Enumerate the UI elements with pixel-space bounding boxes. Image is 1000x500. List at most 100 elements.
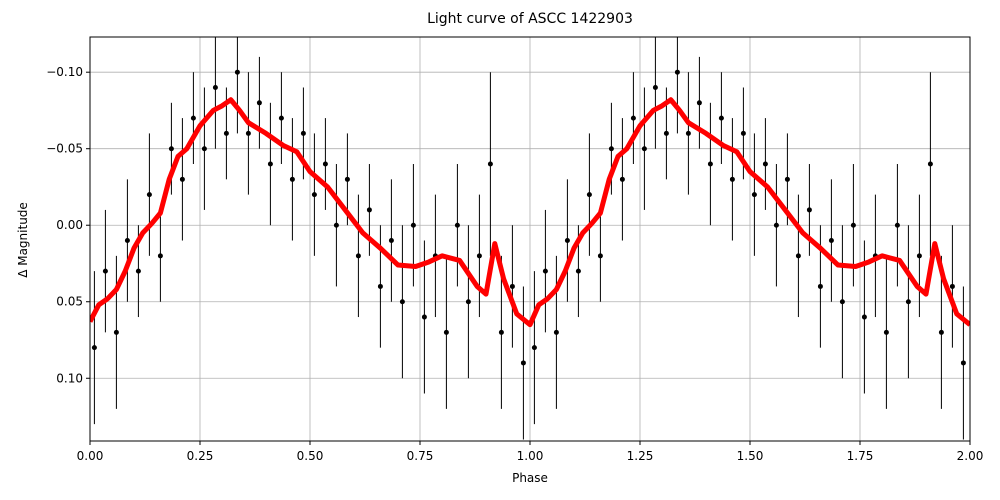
data-point bbox=[564, 238, 570, 244]
data-point bbox=[542, 268, 548, 274]
data-point bbox=[157, 253, 163, 259]
data-point bbox=[113, 329, 119, 335]
data-point bbox=[828, 238, 834, 244]
data-point bbox=[421, 314, 427, 320]
x-tick-label: 1.00 bbox=[517, 449, 544, 463]
data-point bbox=[300, 130, 306, 136]
data-point bbox=[245, 130, 251, 136]
smoothed-curve bbox=[90, 97, 970, 328]
data-point bbox=[751, 192, 757, 198]
data-point bbox=[949, 283, 955, 289]
data-point bbox=[377, 283, 383, 289]
data-point bbox=[256, 100, 262, 106]
data-point bbox=[674, 69, 680, 75]
y-tick-label: 0.00 bbox=[56, 218, 83, 232]
data-point bbox=[630, 115, 636, 121]
data-point bbox=[410, 222, 416, 228]
data-point bbox=[685, 130, 691, 136]
data-point bbox=[267, 161, 273, 167]
data-point bbox=[663, 130, 669, 136]
data-point bbox=[289, 176, 295, 182]
data-point bbox=[311, 192, 317, 198]
data-point bbox=[234, 69, 240, 75]
data-point bbox=[916, 253, 922, 259]
data-point bbox=[322, 161, 328, 167]
data-point bbox=[619, 176, 625, 182]
data-point bbox=[102, 268, 108, 274]
data-point bbox=[608, 146, 614, 152]
data-point bbox=[509, 283, 515, 289]
ticks: 0.00 0.25 0.50 0.75 1.00 1.25 1.50 1.75 2.00 −0.1… bbox=[46, 65, 983, 463]
data-point bbox=[223, 130, 229, 136]
y-tick-label: 0.05 bbox=[56, 295, 83, 309]
data-point bbox=[454, 222, 460, 228]
data-point bbox=[575, 268, 581, 274]
data-point bbox=[652, 85, 658, 90]
data-point bbox=[476, 253, 482, 259]
data-point bbox=[135, 268, 141, 274]
data-point bbox=[850, 222, 856, 228]
data-point bbox=[520, 360, 526, 366]
data-point bbox=[201, 146, 207, 152]
data-point bbox=[905, 299, 911, 305]
data-point bbox=[465, 299, 471, 305]
data-point bbox=[960, 360, 966, 366]
data-point bbox=[883, 329, 889, 335]
x-axis-label: Phase bbox=[512, 471, 548, 485]
x-tick-label: 1.75 bbox=[847, 449, 874, 463]
data-point bbox=[355, 253, 361, 259]
data-point bbox=[773, 222, 779, 228]
x-tick-label: 1.50 bbox=[737, 449, 764, 463]
data-point bbox=[806, 207, 812, 213]
data-point bbox=[553, 329, 559, 335]
y-tick-label: 0.10 bbox=[56, 371, 83, 385]
data-point bbox=[707, 161, 713, 167]
data-point bbox=[388, 238, 394, 244]
data-point bbox=[817, 283, 823, 289]
data-point bbox=[762, 161, 768, 167]
data-point bbox=[740, 130, 746, 136]
y-tick-label: −0.05 bbox=[46, 142, 83, 156]
data-point bbox=[124, 238, 130, 244]
y-tick-label: −0.10 bbox=[46, 65, 83, 79]
plot-area bbox=[90, 37, 970, 440]
x-tick-label: 0.50 bbox=[297, 449, 324, 463]
data-point bbox=[487, 161, 493, 167]
chart-title: Light curve of ASCC 1422903 bbox=[427, 11, 633, 27]
data-point bbox=[696, 100, 702, 106]
data-point bbox=[531, 345, 537, 351]
data-point bbox=[278, 115, 284, 121]
data-point bbox=[597, 253, 603, 259]
data-point bbox=[718, 115, 724, 121]
data-point bbox=[641, 146, 647, 152]
data-point bbox=[795, 253, 801, 259]
data-point bbox=[443, 329, 449, 335]
data-point bbox=[212, 85, 218, 90]
data-point bbox=[190, 115, 196, 121]
data-point bbox=[366, 207, 372, 213]
data-point bbox=[586, 192, 592, 198]
x-tick-label: 2.00 bbox=[957, 449, 984, 463]
data-point bbox=[179, 176, 185, 182]
data-point bbox=[927, 161, 933, 167]
data-point bbox=[168, 146, 174, 152]
data-point bbox=[729, 176, 735, 182]
data-point bbox=[344, 176, 350, 182]
data-point bbox=[333, 222, 339, 228]
data-point bbox=[399, 299, 405, 305]
data-point bbox=[839, 299, 845, 305]
x-tick-label: 1.25 bbox=[627, 449, 654, 463]
data-point bbox=[146, 192, 152, 198]
data-point bbox=[498, 329, 504, 335]
grid bbox=[89, 37, 971, 441]
data-point bbox=[861, 314, 867, 320]
x-tick-label: 0.25 bbox=[187, 449, 214, 463]
x-tick-label: 0.75 bbox=[407, 449, 434, 463]
data-point bbox=[784, 176, 790, 182]
data-point bbox=[91, 345, 97, 351]
data-point bbox=[894, 222, 900, 228]
data-point bbox=[938, 329, 944, 335]
y-axis-label: Δ Magnitude bbox=[16, 202, 30, 278]
x-tick-label: 0.00 bbox=[77, 449, 104, 463]
